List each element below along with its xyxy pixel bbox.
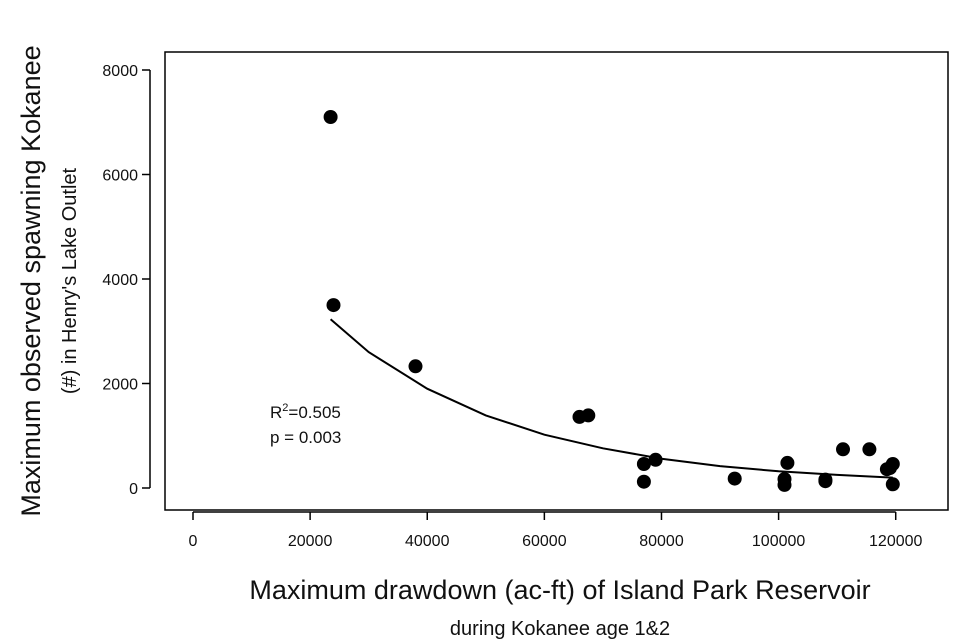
data-point — [885, 477, 900, 492]
y-tick-label: 6000 — [102, 168, 138, 185]
data-point — [636, 474, 651, 489]
data-point — [636, 457, 651, 471]
r2-value: =0.505 — [288, 403, 340, 422]
data-point — [777, 477, 792, 492]
y-tick-label: 2000 — [102, 377, 138, 394]
y-axis: 0 2000 4000 6000 8000 — [102, 63, 151, 498]
x-tick-label: 120000 — [869, 533, 922, 550]
y-tick-label: 0 — [129, 481, 138, 498]
x-tick-label: 0 — [189, 533, 198, 550]
y-tick-label: 4000 — [102, 272, 138, 289]
x-axis: 0 20000 40000 60000 80000 100000 120000 — [189, 511, 923, 550]
y-axis-title: Maximum observed spawning Kokanee — [16, 45, 46, 516]
data-point — [648, 452, 663, 467]
data-point — [727, 471, 742, 486]
data-point — [862, 442, 877, 457]
data-points — [323, 110, 900, 492]
x-axis-title: Maximum drawdown (ac-ft) of Island Park … — [249, 575, 870, 605]
data-point — [326, 298, 341, 313]
data-point — [408, 359, 423, 374]
data-point — [323, 110, 338, 124]
data-point — [818, 472, 833, 487]
x-tick-label: 60000 — [522, 533, 567, 550]
r2-superscript: 2 — [282, 402, 288, 414]
x-tick-label: 80000 — [639, 533, 684, 550]
fit-curve — [329, 318, 893, 479]
p-value-annotation: p = 0.003 — [270, 428, 341, 447]
data-point — [836, 442, 850, 457]
r2-annotation: R2=0.505 — [270, 402, 341, 422]
data-point — [780, 455, 795, 470]
y-axis-subtitle: (#) in Henry's Lake Outlet — [59, 167, 81, 394]
y-tick-label: 8000 — [102, 63, 138, 80]
x-tick-label: 20000 — [288, 533, 333, 550]
x-tick-label: 40000 — [405, 533, 450, 550]
x-axis-subtitle: during Kokanee age 1&2 — [450, 618, 670, 640]
x-tick-label: 100000 — [752, 533, 805, 550]
r2-prefix: R — [270, 403, 282, 422]
data-point — [581, 408, 596, 423]
data-point — [885, 457, 900, 471]
plot-frame — [164, 51, 949, 511]
